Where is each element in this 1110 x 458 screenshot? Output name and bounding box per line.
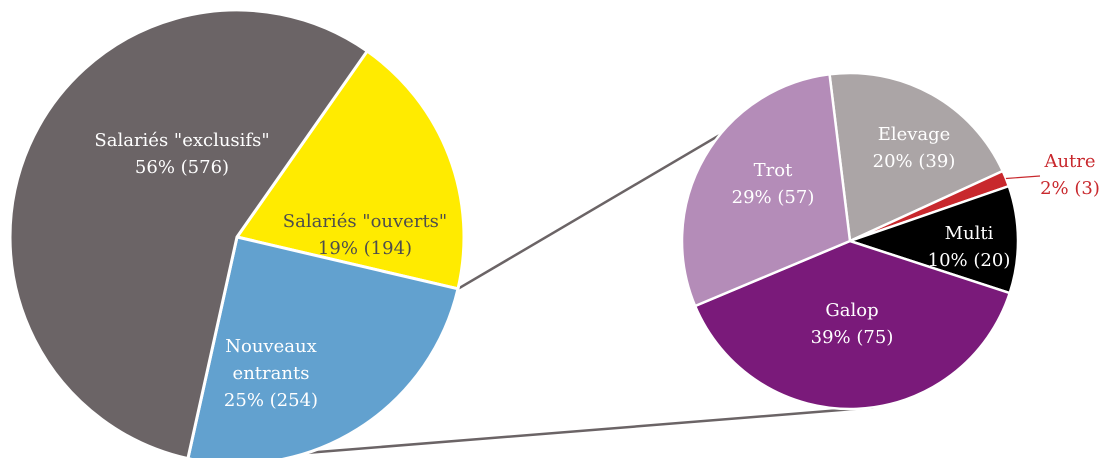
sub-label-multi-line: Multi [945, 223, 994, 244]
main-label-nouveaux-entrants-line: entrants [233, 363, 310, 384]
main-slice-nouveaux-entrants [186, 235, 460, 458]
main-label-salaries-exclusifs-line: Salariés "exclusifs" [94, 130, 269, 151]
main-slice-salaries-ouverts [235, 49, 466, 291]
sub-label-galop-line: Galop [825, 300, 878, 321]
sub-label-trot-line: 29% (57) [732, 187, 815, 208]
sub-slice-trot [680, 73, 852, 308]
sub-label-elevage-line: Elevage [878, 124, 951, 145]
sub-slice-multi [848, 184, 1020, 295]
sub-slice-galop [693, 239, 1011, 411]
sub-label-elevage: Elevage 20% (39) [873, 124, 956, 172]
sub-label-elevage-line: 20% (39) [873, 151, 956, 172]
sub-label-multi: Multi 10% (20) [928, 223, 1011, 271]
main-label-nouveaux-entrants-line: Nouveaux [225, 336, 316, 357]
main-label-salaries-ouverts: Salariés "ouverts" 19% (194) [283, 211, 447, 259]
sub-label-autre-line: 2% (3) [1040, 178, 1100, 199]
sub-slice-elevage [828, 71, 1004, 243]
main-label-salaries-ouverts-line: Salariés "ouverts" [283, 211, 447, 232]
main-label-salaries-ouverts-line: 19% (194) [318, 238, 412, 259]
sub-label-autre-line: Autre [1043, 151, 1095, 172]
sub-label-galop-line: 39% (75) [811, 327, 894, 348]
sub-label-trot-line: Trot [754, 160, 793, 181]
leader-line-autre [1005, 175, 1041, 180]
main-label-salaries-exclusifs: Salariés "exclusifs" 56% (576) [94, 130, 269, 178]
main-slice-salaries-exclusifs [8, 8, 369, 458]
sub-label-autre: Autre 2% (3) [1040, 151, 1100, 199]
sub-label-trot: Trot 29% (57) [732, 160, 815, 208]
main-label-nouveaux-entrants: Nouveaux entrants 25% (254) [224, 336, 318, 411]
sub-label-multi-line: 10% (20) [928, 250, 1011, 271]
main-label-nouveaux-entrants-line: 25% (254) [224, 390, 318, 411]
main-label-salaries-exclusifs-line: 56% (576) [135, 157, 229, 178]
sub-label-galop: Galop 39% (75) [811, 300, 894, 348]
